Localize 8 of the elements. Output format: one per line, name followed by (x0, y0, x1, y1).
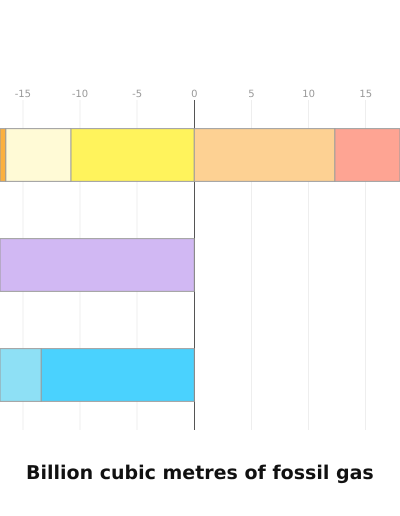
x-tick-label: 0 (191, 89, 198, 100)
x-tick-label: 10 (302, 89, 315, 100)
x-tick-label: -5 (132, 89, 142, 100)
x-tick-label: 15 (359, 89, 372, 100)
x-tick-label: -10 (72, 89, 88, 100)
x-tick-label: -15 (14, 89, 32, 100)
x-axis-title: Billion cubic metres of fossil gas (26, 462, 374, 484)
x-tick-label: 5 (248, 89, 255, 100)
